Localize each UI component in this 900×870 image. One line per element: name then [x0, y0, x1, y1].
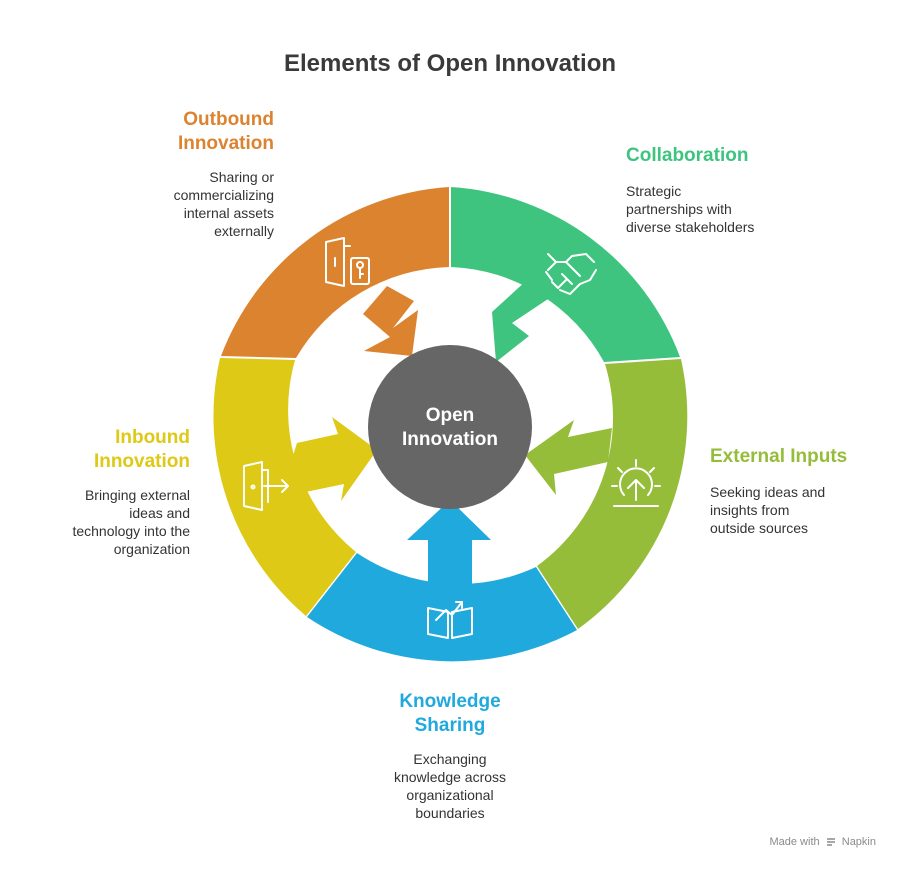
knowledge-sharing-desc-line: boundaries [415, 805, 485, 821]
napkin-brand-text: Napkin [841, 836, 876, 848]
hub-text-line2: Innovation [402, 429, 498, 450]
hub-text-line1: Open [426, 405, 475, 426]
external-inputs-title: External Inputs [710, 445, 880, 469]
outbound-title-line1: Outbound [183, 109, 274, 130]
collaboration-title: Collaboration [626, 144, 846, 168]
outbound-title: Outbound Innovation [120, 108, 274, 156]
knowledge-sharing-description: Exchanging knowledge across organization… [330, 750, 570, 822]
outbound-desc-line: commercializing [173, 187, 274, 203]
knowledge-sharing-desc-line: Exchanging [413, 751, 487, 767]
knowledge-sharing-title-line1: Knowledge [399, 691, 501, 712]
center-hub [368, 345, 532, 509]
made-with-text: Made with [769, 836, 820, 848]
external-inputs-desc-line: insights from [710, 502, 790, 518]
inbound-title: Inbound Innovation [30, 426, 190, 474]
inbound-desc-line: organization [113, 541, 190, 557]
outbound-arrow [363, 286, 418, 356]
door-key-icon [325, 237, 370, 287]
external-inputs-description: Seeking ideas and insights from outside … [710, 483, 880, 537]
knowledge-sharing-arrow [407, 500, 491, 588]
handshake-icon [545, 253, 597, 295]
outbound-desc-line: Sharing or [209, 169, 274, 185]
collaboration-desc-line: partnerships with [626, 201, 732, 217]
knowledge-sharing-title-line2: Sharing [414, 715, 486, 736]
inbound-desc-line: Bringing external [84, 487, 190, 503]
inbound-description: Bringing external ideas and technology i… [20, 486, 190, 558]
outbound-segment [221, 187, 449, 358]
outbound-desc-line: internal assets [183, 205, 274, 221]
outbound-title-line2: Innovation [177, 133, 274, 154]
footer-credit: Made with Napkin [769, 836, 876, 848]
inbound-desc-line: ideas and [129, 505, 190, 521]
collaboration-title-line1: Collaboration [626, 145, 749, 166]
collaboration-arrow [492, 280, 551, 362]
external-inputs-arrow [525, 420, 612, 495]
inbound-title-line1: Inbound [115, 427, 190, 448]
idea-bulb-icon [611, 459, 661, 507]
collaboration-desc-line: Strategic [626, 183, 682, 199]
knowledge-sharing-title: Knowledge Sharing [330, 690, 570, 738]
outbound-description: Sharing or commercializing internal asse… [100, 168, 274, 240]
knowledge-sharing-segment [307, 553, 577, 662]
diagram-title: Elements of Open Innovation [283, 50, 617, 77]
external-inputs-segment [537, 359, 688, 629]
outbound-desc-line: externally [214, 223, 274, 239]
inbound-arrow [291, 417, 377, 501]
collaboration-desc-line: diverse stakeholders [626, 219, 755, 235]
knowledge-sharing-desc-line: knowledge across [393, 769, 507, 785]
external-inputs-title-line1: External Inputs [710, 446, 848, 467]
book-growth-icon [427, 601, 473, 639]
external-inputs-desc-line: Seeking ideas and [710, 484, 826, 500]
door-enter-icon [243, 461, 289, 511]
collaboration-segment [451, 187, 680, 362]
knowledge-sharing-desc-line: organizational [406, 787, 494, 803]
napkin-logo-icon [826, 838, 835, 846]
collaboration-description: Strategic partnerships with diverse stak… [626, 182, 846, 236]
external-inputs-desc-line: outside sources [710, 520, 809, 536]
inbound-desc-line: technology into the [72, 523, 190, 539]
inbound-title-line2: Innovation [93, 451, 190, 472]
